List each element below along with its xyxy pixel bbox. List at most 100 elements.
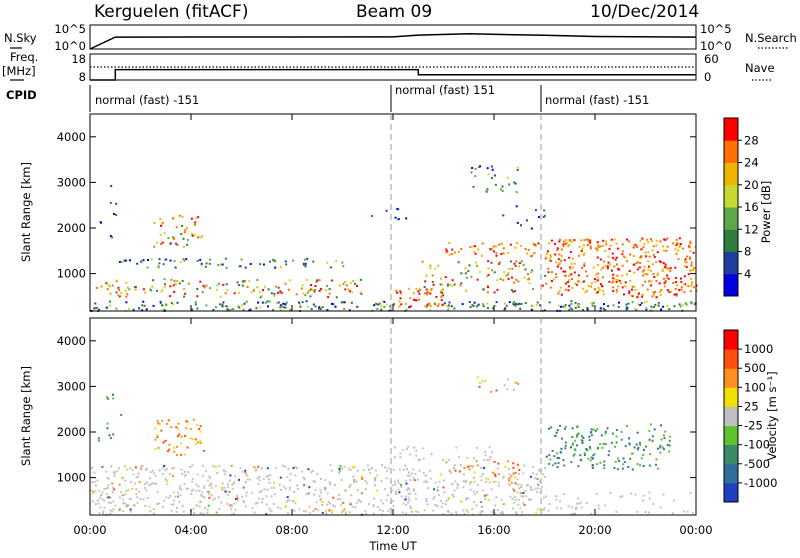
- scatter-cell: [548, 301, 551, 304]
- scatter-cell: [443, 491, 446, 494]
- scatter-cell: [554, 462, 557, 465]
- scatter-cell: [437, 303, 440, 306]
- scatter-cell: [380, 464, 383, 467]
- scatter-cell: [196, 259, 199, 262]
- scatter-cell: [658, 260, 661, 263]
- scatter-cell: [241, 280, 244, 283]
- scatter-cell: [443, 479, 445, 482]
- scatter-cell: [596, 256, 599, 259]
- scatter-cell: [485, 477, 488, 480]
- scatter-cell: [427, 487, 429, 489]
- scatter-cell: [515, 260, 518, 263]
- scatter-cell: [569, 267, 572, 270]
- scatter-cell: [508, 183, 511, 186]
- scatter-cell: [257, 497, 260, 500]
- scatter-cell: [396, 207, 399, 210]
- scatter-cell: [642, 245, 645, 248]
- scatter-cell: [482, 473, 484, 475]
- scatter-cell: [475, 460, 478, 463]
- scatter-cell: [275, 302, 278, 305]
- scatter-cell: [331, 509, 334, 512]
- scatter-cell: [374, 479, 377, 482]
- scatter-cell: [199, 442, 202, 444]
- scatter-cell: [571, 443, 574, 446]
- scatter-cell: [413, 479, 416, 482]
- scatter-cell: [182, 237, 185, 240]
- scatter-cell: [328, 288, 331, 291]
- scatter-cell: [502, 252, 505, 255]
- scatter-cell: [586, 307, 589, 310]
- scatter-cell: [178, 433, 181, 436]
- scatter-cell: [480, 475, 483, 478]
- scatter-cell: [172, 303, 175, 306]
- scatter-cell: [623, 461, 626, 463]
- scatter-cell: [643, 265, 646, 268]
- scatter-cell: [507, 483, 510, 485]
- scatter-cell: [565, 242, 568, 244]
- scatter-cell: [608, 280, 611, 283]
- scatter-cell: [447, 510, 450, 513]
- scatter-cell: [483, 459, 486, 461]
- scatter-cell: [507, 251, 510, 254]
- scatter-cell: [324, 487, 327, 489]
- scatter-cell: [231, 483, 234, 486]
- scatter-cell: [655, 463, 657, 466]
- scatter-cell: [559, 262, 561, 265]
- scatter-cell: [399, 456, 402, 459]
- scatter-cell: [268, 300, 271, 303]
- scatter-cell: [169, 295, 172, 298]
- scatter-cell: [492, 245, 495, 248]
- scatter-cell: [674, 288, 677, 290]
- scatter-cell: [465, 497, 468, 500]
- scatter-cell: [615, 435, 618, 438]
- scatter-cell: [628, 292, 631, 295]
- scatter-cell: [173, 279, 176, 282]
- scatter-cell: [437, 264, 440, 267]
- scatter-cell: [537, 216, 540, 219]
- scatter-cell: [191, 477, 194, 480]
- scatter-cell: [230, 508, 233, 511]
- colorbar-segment: [724, 184, 738, 208]
- scatter-cell: [495, 301, 498, 304]
- scatter-cell: [518, 498, 521, 501]
- scatter-cell: [681, 247, 684, 250]
- scatter-cell: [315, 501, 318, 504]
- scatter-cell: [477, 303, 480, 306]
- scatter-cell: [620, 430, 623, 433]
- scatter-cell: [686, 255, 689, 258]
- scatter-cell: [175, 507, 178, 510]
- scatter-cell: [505, 304, 508, 307]
- scatter-cell: [228, 479, 231, 482]
- scatter-cell: [144, 291, 147, 294]
- scatter-cell: [530, 308, 533, 311]
- scatter-cell: [159, 302, 162, 304]
- scatter-cell: [147, 259, 149, 261]
- scatter-cell: [305, 300, 308, 303]
- scatter-cell: [504, 302, 506, 305]
- scatter-cell: [258, 291, 261, 294]
- scatter-cell: [513, 290, 516, 293]
- scatter-cell: [176, 454, 178, 456]
- scatter-cell: [621, 243, 624, 246]
- scatter-cell: [471, 167, 474, 169]
- scatter-cell: [183, 510, 185, 513]
- scatter-cell: [107, 496, 110, 499]
- scatter-cell: [679, 245, 682, 248]
- scatter-cell: [156, 434, 159, 436]
- scatter-cell: [312, 303, 315, 306]
- scatter-cell: [385, 477, 388, 480]
- scatter-cell: [578, 245, 581, 248]
- scatter-cell: [185, 420, 188, 423]
- scatter-cell: [660, 438, 663, 441]
- scatter-cell: [616, 274, 619, 277]
- scatter-cell: [616, 279, 619, 282]
- scatter-cell: [569, 266, 572, 269]
- scatter-cell: [615, 429, 618, 431]
- scatter-cell: [321, 500, 324, 503]
- scatter-cell: [280, 309, 282, 312]
- colorbar-tick-label: 4: [744, 267, 751, 281]
- scatter-cell: [99, 496, 102, 499]
- scatter-cell: [569, 251, 572, 253]
- scatter-cell: [558, 253, 561, 256]
- scatter-cell: [191, 234, 194, 237]
